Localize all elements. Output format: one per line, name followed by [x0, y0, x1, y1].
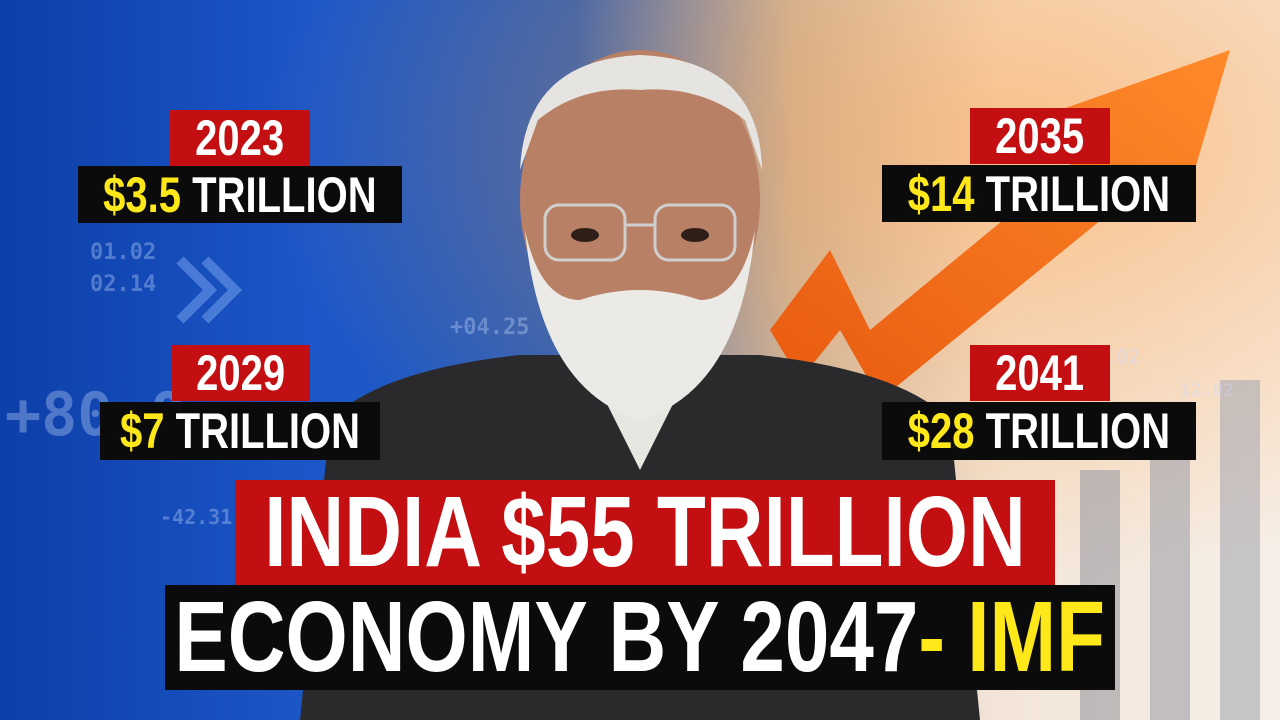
amount-label: $14 TRILLION	[882, 165, 1196, 222]
amount: $7	[119, 403, 165, 459]
unit: TRILLION	[175, 403, 361, 459]
amount: $28	[907, 403, 975, 459]
unit: TRILLION	[985, 165, 1171, 222]
background-number: 02.14	[90, 272, 157, 297]
label-text: 2041	[995, 345, 1085, 401]
label-text: 2029	[196, 345, 286, 401]
amount: $14	[907, 165, 975, 222]
amount: $3.5	[103, 166, 182, 223]
background-number: -42.31	[160, 505, 233, 529]
headline-text: ECONOMY BY 2047	[174, 581, 919, 693]
year-label: 2029	[172, 345, 310, 401]
year-label: 2041	[970, 345, 1110, 401]
label-text: 2023	[195, 110, 285, 166]
growth-arrow	[770, 50, 1230, 400]
year-label: 2023	[170, 110, 310, 166]
amount-label: $28 TRILLION	[882, 402, 1196, 460]
year-label: 2035	[970, 108, 1110, 164]
unit: TRILLION	[985, 403, 1171, 459]
background-number: 12.02	[1180, 380, 1235, 401]
amount-label: $7 TRILLION	[100, 402, 380, 460]
headline-line2: ECONOMY BY 2047- IMF	[165, 581, 1115, 693]
amount-label: $3.5 TRILLION	[78, 166, 402, 223]
headline-line1: INDIA $55 TRILLION	[235, 476, 1055, 588]
background-number: +04.25	[450, 315, 530, 340]
background-number: 01.02	[90, 240, 157, 265]
label-text: 2035	[995, 108, 1085, 164]
label-text: INDIA $55 TRILLION	[264, 476, 1026, 588]
headline-source: - IMF	[918, 581, 1106, 693]
unit: TRILLION	[192, 166, 377, 223]
